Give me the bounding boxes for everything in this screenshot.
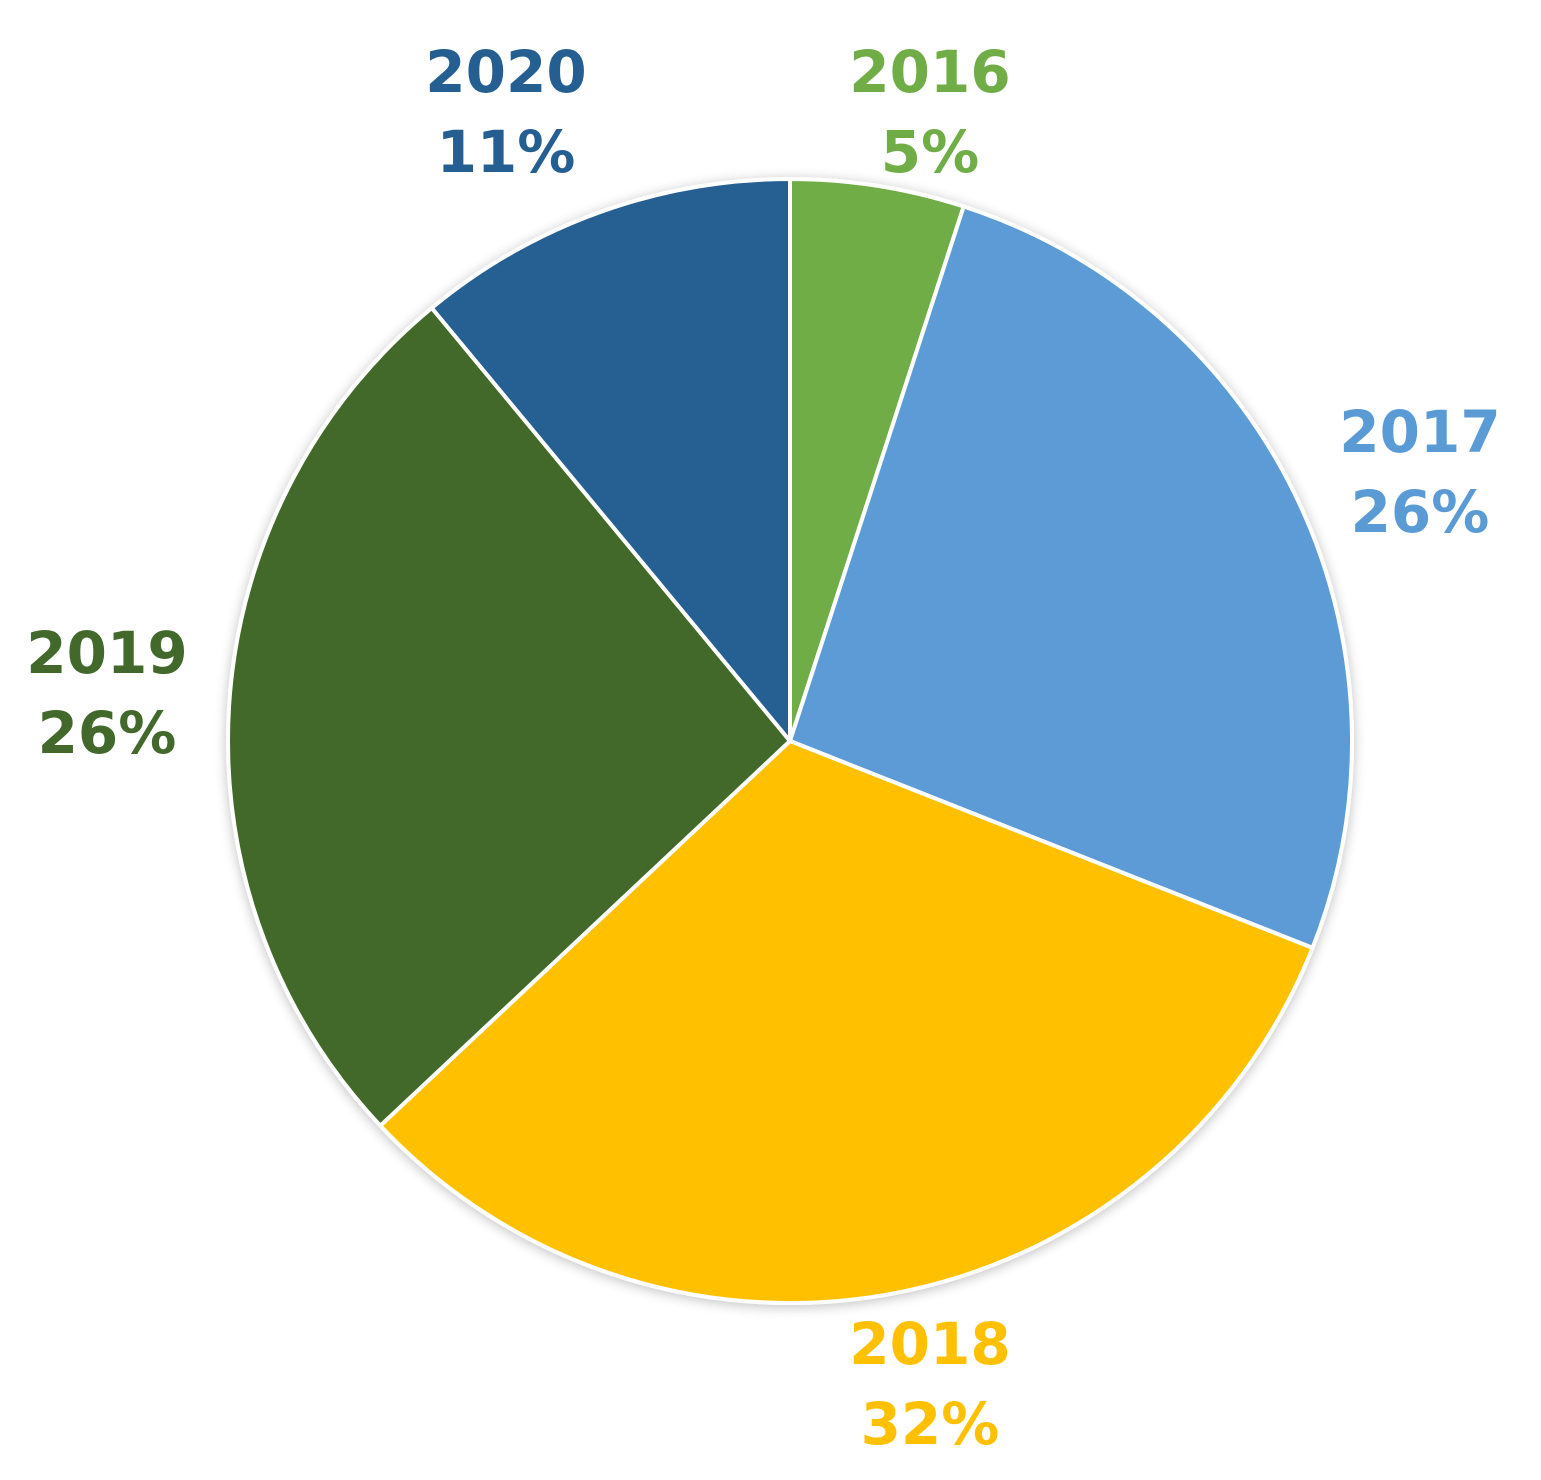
pie-slice-2017: [788, 204, 1354, 950]
data-label-percent-2018: 32%: [861, 1390, 1000, 1458]
data-label-category-2017: 2017: [1339, 398, 1500, 466]
data-label-category-2020: 2020: [425, 38, 586, 106]
pie-labels: 2016 5% 2017 26% 2018 32% 2019 26% 2020 11%: [26, 38, 1500, 1458]
pie-slice-2019: [226, 305, 792, 1128]
pie-slice-2016: [788, 177, 966, 743]
data-label-category-2016: 2016: [849, 38, 1010, 106]
data-label-percent-2020: 11%: [437, 118, 576, 186]
data-label-percent-2016: 5%: [881, 118, 979, 186]
pie-slices: [226, 177, 1354, 1305]
data-label-category-2018: 2018: [849, 1310, 1010, 1378]
pie-slice-2020: [429, 177, 792, 743]
data-label-category-2019: 2019: [26, 619, 187, 687]
data-label-percent-2017: 26%: [1351, 478, 1490, 546]
pie-slice-2018: [378, 739, 1315, 1305]
data-label-percent-2019: 26%: [38, 699, 177, 767]
